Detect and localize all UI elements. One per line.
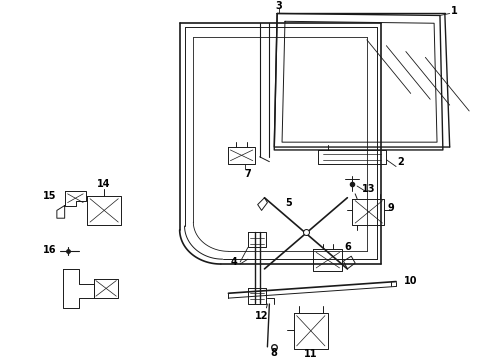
Text: 3: 3 [276, 1, 283, 11]
Text: 6: 6 [344, 242, 351, 252]
Text: 12: 12 [255, 311, 269, 321]
Text: 4: 4 [231, 257, 238, 267]
Text: 5: 5 [286, 198, 292, 208]
Text: 7: 7 [245, 169, 251, 179]
Text: 10: 10 [404, 276, 417, 285]
Text: 15: 15 [43, 191, 57, 201]
Text: 13: 13 [362, 184, 375, 194]
Text: 2: 2 [397, 157, 404, 167]
Text: 11: 11 [304, 349, 317, 359]
Text: 9: 9 [388, 203, 394, 213]
Text: 8: 8 [271, 348, 278, 358]
Text: 16: 16 [43, 246, 57, 255]
Text: 14: 14 [97, 179, 110, 189]
Text: 1: 1 [451, 5, 458, 15]
